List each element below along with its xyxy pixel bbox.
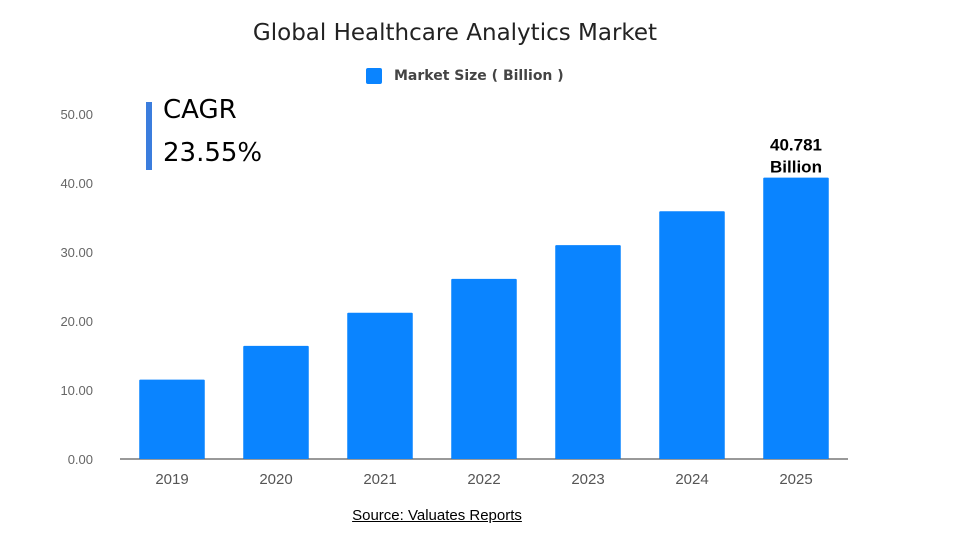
bar-2023 bbox=[555, 245, 621, 459]
x-tick-label: 2023 bbox=[571, 471, 604, 488]
y-tick-label: 50.00 bbox=[60, 107, 93, 122]
cagr-value: 23.55% bbox=[163, 138, 263, 168]
data-label-unit: Billion bbox=[770, 158, 822, 177]
legend-label: Market Size ( Billion ) bbox=[394, 68, 564, 84]
bar-2025 bbox=[763, 177, 829, 460]
y-tick-label: 10.00 bbox=[60, 383, 93, 398]
y-tick-label: 30.00 bbox=[60, 245, 93, 260]
bar-2024 bbox=[659, 211, 725, 459]
cagr-label: CAGR bbox=[163, 95, 237, 125]
x-tick-label: 2024 bbox=[675, 471, 708, 488]
bar-2019 bbox=[139, 379, 205, 459]
y-tick-label: 0.00 bbox=[68, 452, 93, 467]
x-tick-label: 2022 bbox=[467, 471, 500, 488]
x-tick-label: 2020 bbox=[259, 471, 292, 488]
cagr-accent-bar bbox=[146, 102, 152, 170]
bar-2020 bbox=[243, 345, 309, 459]
bar-2021 bbox=[347, 312, 413, 459]
legend-swatch bbox=[366, 68, 382, 84]
y-tick-label: 20.00 bbox=[60, 314, 93, 329]
chart-title: Global Healthcare Analytics Market bbox=[252, 20, 658, 46]
data-label-value: 40.781 bbox=[770, 136, 822, 155]
x-tick-label: 2019 bbox=[155, 471, 188, 488]
x-tick-label: 2025 bbox=[779, 471, 812, 488]
source-note: Source: Valuates Reports bbox=[352, 507, 522, 524]
bar-2022 bbox=[451, 278, 517, 459]
chart-legend: Market Size ( Billion ) bbox=[366, 68, 564, 84]
y-tick-label: 40.00 bbox=[60, 176, 93, 191]
x-tick-label: 2021 bbox=[363, 471, 396, 488]
